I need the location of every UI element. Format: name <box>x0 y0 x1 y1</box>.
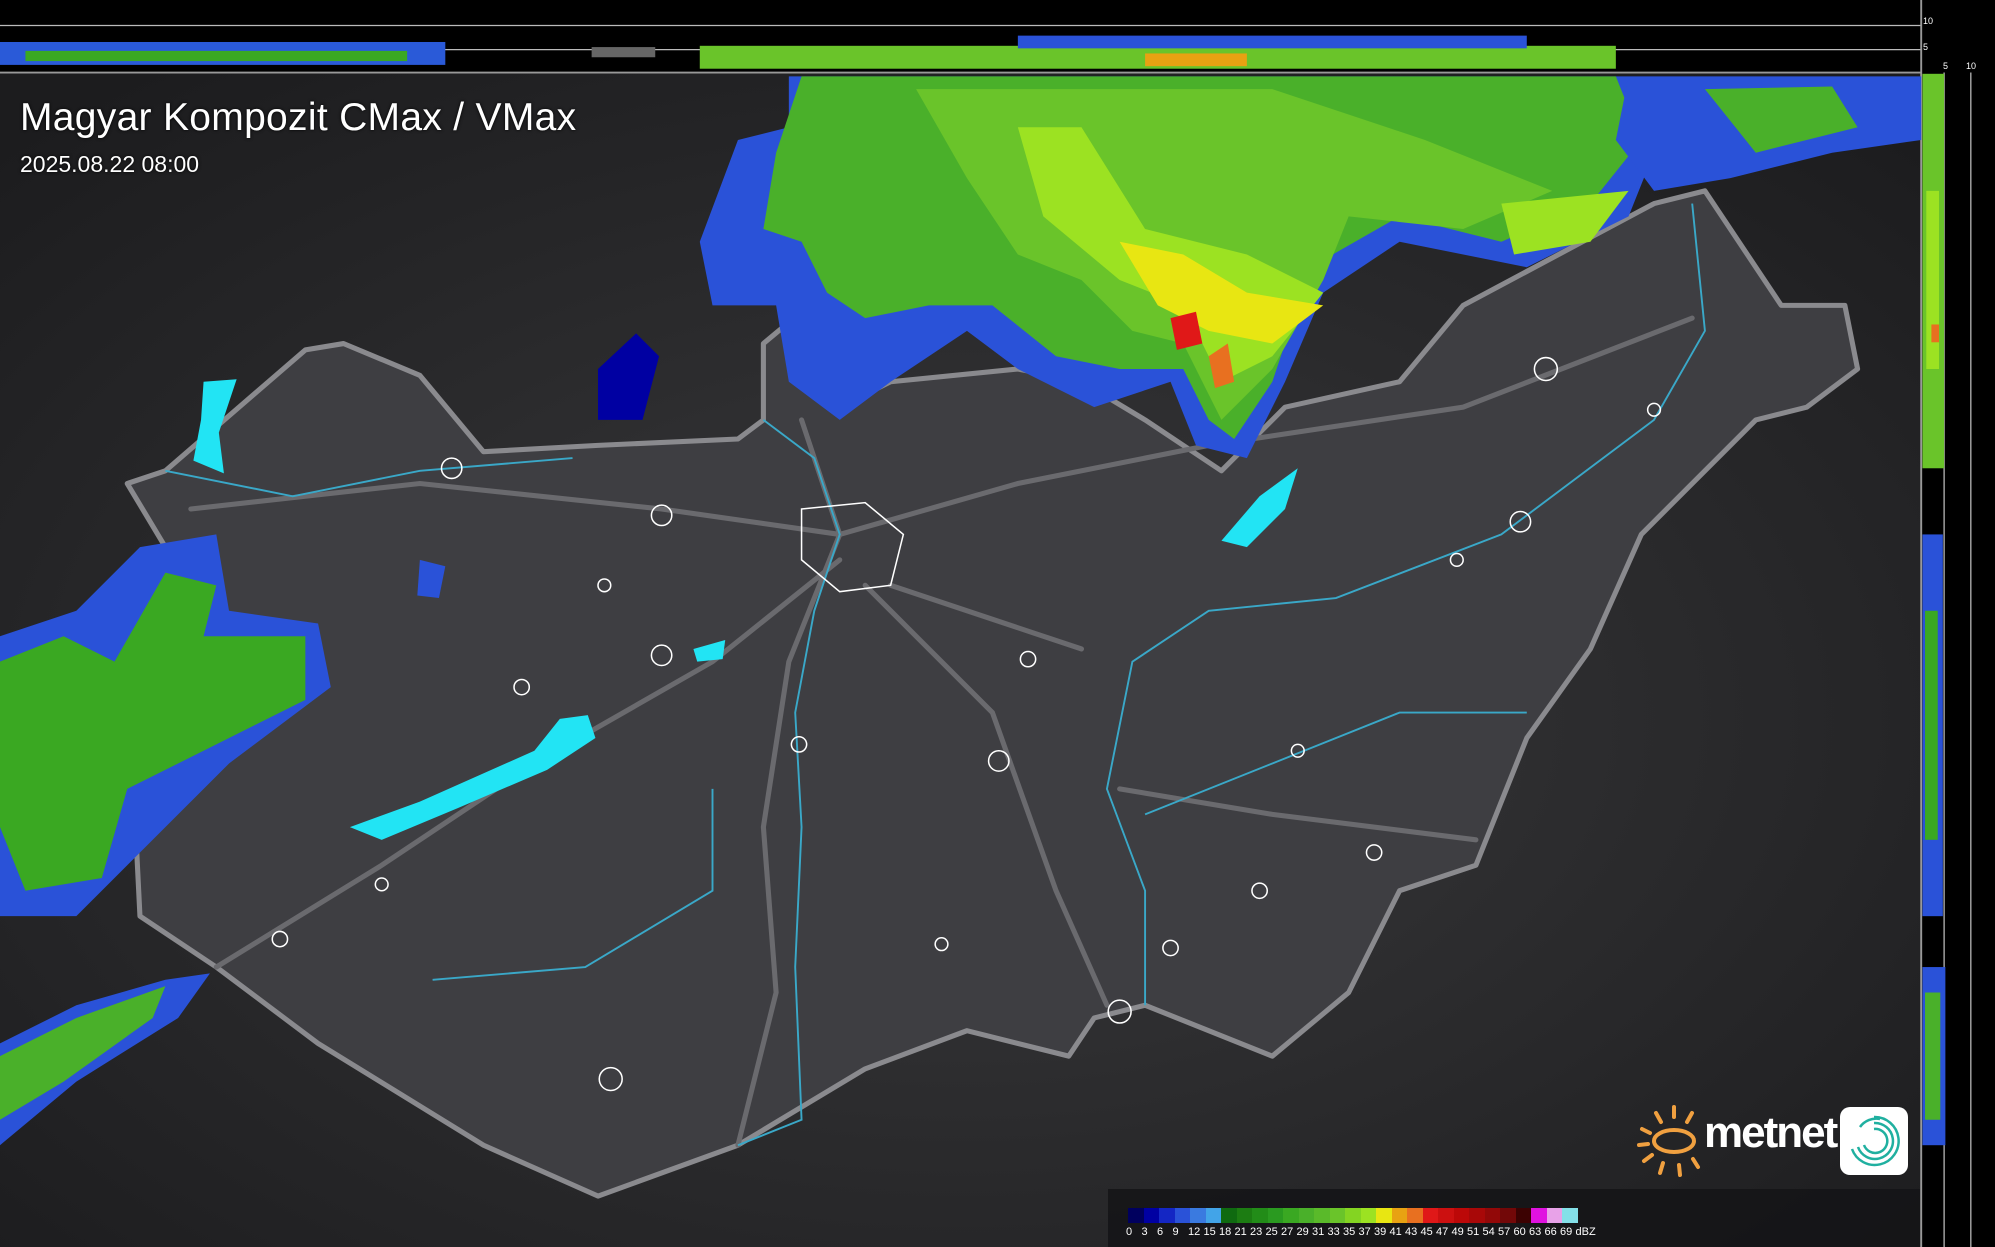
legend-swatch <box>1205 1208 1221 1223</box>
map-timestamp: 2025.08.22 08:00 <box>20 151 200 177</box>
legend-label: 18 <box>1219 1226 1232 1238</box>
legend-label: 27 <box>1281 1226 1294 1238</box>
lake-velence <box>693 640 726 662</box>
legend-label: 21 <box>1234 1226 1247 1238</box>
legend-label: 3 <box>1141 1226 1148 1238</box>
spiral-icon <box>1840 1107 1908 1175</box>
legend-swatch <box>1407 1208 1423 1223</box>
legend-label: 31 <box>1312 1226 1325 1238</box>
legend-label: 49 <box>1451 1226 1464 1238</box>
legend-swatch <box>1531 1208 1547 1223</box>
legend-label: 9 <box>1172 1226 1179 1238</box>
legend-label: 69 <box>1560 1226 1573 1238</box>
legend-label: 51 <box>1467 1226 1480 1238</box>
metnet-logo: metnet <box>1636 1103 1926 1178</box>
city-outlines <box>271 356 1662 1092</box>
legend-swatch <box>1546 1208 1562 1223</box>
legend-swatch <box>1236 1208 1252 1223</box>
legend-swatch <box>1500 1208 1516 1223</box>
legend-swatch <box>1174 1208 1190 1223</box>
legend-swatch <box>1360 1208 1376 1223</box>
legend-swatch <box>1438 1208 1454 1223</box>
legend-label: 33 <box>1327 1226 1340 1238</box>
right-profile-echo <box>1922 73 1946 1146</box>
rivers <box>165 203 1706 1147</box>
legend-label: 29 <box>1296 1226 1309 1238</box>
lake-balaton <box>349 715 596 840</box>
legend-label: 60 <box>1513 1226 1526 1238</box>
legend-swatch <box>1267 1208 1283 1223</box>
hungary-country-area <box>124 188 1861 1199</box>
legend-swatch <box>1252 1208 1268 1223</box>
legend-swatch <box>1376 1208 1392 1223</box>
legend-label: 25 <box>1265 1226 1278 1238</box>
legend-label: 43 <box>1405 1226 1418 1238</box>
legend-label: 63 <box>1529 1226 1542 1238</box>
legend-swatch <box>1159 1208 1175 1223</box>
legend-color-bar <box>1128 1208 1578 1223</box>
right-axis-tick-5: 5 <box>1943 61 1949 71</box>
legend-labels: 0 3 6 9 12 15 18 21 23 25 27 29 31 33 35 37 39 41 43 45 47 49… <box>1126 1226 1596 1238</box>
sun-icon <box>1637 1105 1700 1177</box>
top-profile-echo <box>0 35 1616 69</box>
legend-swatch <box>1221 1208 1237 1223</box>
legend-label: 57 <box>1498 1226 1511 1238</box>
legend-label: 23 <box>1250 1226 1263 1238</box>
legend-swatch <box>1190 1208 1206 1223</box>
legend-swatch <box>1314 1208 1330 1223</box>
legend-label: 54 <box>1482 1226 1495 1238</box>
legend-swatch <box>1283 1208 1299 1223</box>
top-axis-tick-10: 10 <box>1923 16 1934 26</box>
legend-swatch <box>1329 1208 1345 1223</box>
legend-label: 41 <box>1389 1226 1402 1238</box>
dbz-color-legend: 0 3 6 9 12 15 18 21 23 25 27 29 31 33 35 37 39 41 43 45 47 49… <box>1108 1189 1920 1247</box>
legend-swatch <box>1562 1208 1578 1223</box>
brand-name: metnet <box>1704 1108 1838 1157</box>
legend-swatch <box>1143 1208 1159 1223</box>
top-axis-tick-5: 5 <box>1923 42 1929 52</box>
legend-swatch <box>1422 1208 1438 1223</box>
lake-neusiedl <box>193 379 237 474</box>
legend-swatch <box>1345 1208 1361 1223</box>
right-axis-tick-10: 10 <box>1966 61 1977 71</box>
radar-echoes <box>0 76 1922 1146</box>
legend-swatch <box>1298 1208 1314 1223</box>
legend-swatch <box>1484 1208 1500 1223</box>
legend-swatch <box>1391 1208 1407 1223</box>
legend-swatch <box>1469 1208 1485 1223</box>
legend-swatch <box>1453 1208 1469 1223</box>
legend-label: 39 <box>1374 1226 1387 1238</box>
legend-label: 35 <box>1343 1226 1356 1238</box>
legend-swatch <box>1128 1208 1144 1223</box>
legend-unit: dBZ <box>1575 1226 1596 1238</box>
legend-label: 6 <box>1157 1226 1164 1238</box>
legend-label: 15 <box>1203 1226 1216 1238</box>
legend-swatch <box>1515 1208 1531 1223</box>
lakes <box>193 379 1298 840</box>
legend-label: 66 <box>1544 1226 1557 1238</box>
legend-label: 37 <box>1358 1226 1371 1238</box>
legend-label: 45 <box>1420 1226 1433 1238</box>
map-title: Magyar Kompozit CMax / VMax <box>20 96 577 139</box>
legend-label: 47 <box>1436 1226 1449 1238</box>
legend-label: 0 <box>1126 1226 1133 1238</box>
legend-label: 12 <box>1188 1226 1201 1238</box>
lake-tisza <box>1221 468 1298 548</box>
